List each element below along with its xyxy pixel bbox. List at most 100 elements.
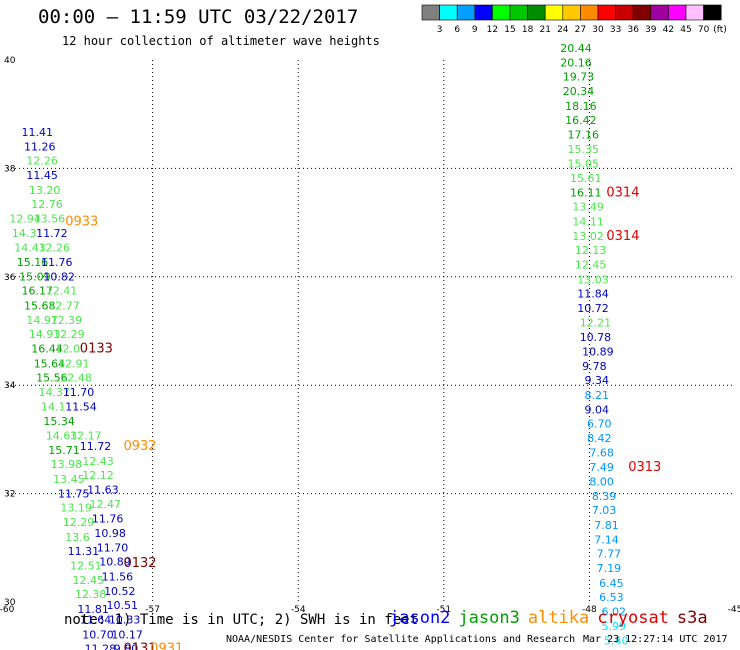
color-scale-swatch [544, 4, 564, 21]
wave-height-value: 8.42 [587, 432, 612, 445]
wave-height-value: 10.70 [82, 628, 114, 641]
color-scale-label: 3 [437, 25, 443, 35]
wave-height-value: 11.28 [85, 642, 117, 650]
color-scale-swatch [650, 4, 669, 21]
wave-height-value: 12.76 [31, 198, 63, 211]
color-scale-swatch [562, 4, 581, 21]
wave-height-value: 8.39 [592, 490, 617, 503]
wave-height-value: 14.93 [29, 328, 61, 341]
wave-height-value: 14.63 [46, 429, 78, 442]
wave-height-value: 15.16 [17, 256, 48, 269]
wave-height-value: 13.45 [53, 473, 85, 486]
page-title: 00:00 – 11:59 UTC 03/22/2017 [38, 6, 359, 28]
wave-height-value: 13.19 [60, 501, 92, 514]
color-scale-label: 24 [557, 25, 569, 35]
color-scale-label: 18 [522, 25, 534, 35]
wave-height-value: 12.47 [90, 498, 122, 511]
wave-height-value: 14.1 [41, 401, 65, 414]
wave-height-value: 7.14 [594, 533, 619, 546]
legend-item-jason3: jason3 [458, 608, 520, 628]
wave-height-value: 12.43 [82, 455, 114, 468]
wave-height-value: 9.78 [582, 360, 607, 373]
wave-height-value: 15.35 [568, 143, 600, 156]
footer-note: note: 1) Time is in UTC; 2) SWH is in fe… [64, 612, 419, 628]
wave-height-value: 16.11 [570, 187, 602, 200]
wave-height-value: 11.64 [80, 614, 112, 627]
wave-height-value: 12.29 [63, 516, 95, 529]
wave-height-value: 16.42 [565, 114, 597, 127]
legend-item-jason2: jason2 [389, 608, 451, 628]
lon-tick-label: -60 [0, 605, 15, 615]
pass-time-label: 0931 [150, 641, 183, 650]
wave-height-value: 11.70 [97, 542, 129, 555]
color-scale-swatch [685, 4, 704, 21]
wave-height-value: 13.02 [572, 230, 604, 243]
wave-height-value: 11.63 [87, 484, 119, 497]
color-scale-swatch [668, 4, 687, 21]
wave-height-value: 13.56 [34, 213, 65, 226]
lat-tick-label: 30 [4, 598, 16, 608]
wave-height-value: 15.09 [19, 271, 50, 284]
map-ticks: -60 -57 -54 -51 -48 -45 40 38 36 34 32 30 [0, 56, 740, 615]
credit-line: NOAA/NESDIS Center for Satellite Applica… [226, 634, 576, 645]
color-scale-swatch [597, 4, 616, 21]
wave-height-value: 8.00 [589, 475, 614, 488]
lon-tick-label: -54 [291, 605, 306, 615]
wave-height-value: 14.11 [572, 215, 604, 228]
wave-height-value: 12.26 [26, 155, 58, 168]
wave-height-value: 10.33 [109, 614, 141, 627]
lat-tick-label: 34 [4, 381, 16, 391]
wave-height-value: 11.45 [26, 169, 58, 182]
wave-height-value: 12.45 [575, 259, 607, 272]
satellite-legend: jason2 jason3 altika cryosat s3a [389, 608, 716, 628]
wave-height-value: 13.6 [65, 531, 90, 544]
wave-height-value: 11.76 [41, 256, 72, 269]
lon-tick-label: -48 [582, 605, 597, 615]
color-scale-label: 45 [680, 25, 691, 35]
wave-height-value: 12.45 [73, 574, 105, 587]
wave-height-value: 7.49 [589, 461, 614, 474]
pass-time-label: 0313 [628, 460, 661, 475]
wave-height-value: 12.39 [51, 314, 83, 327]
generated-timestamp: Mar 23 12:27:14 UTC 2017 [583, 634, 728, 645]
color-scale-swatch [527, 4, 546, 21]
wave-height-value: 12.77 [48, 299, 80, 312]
wave-height-value: 10.89 [99, 556, 131, 569]
wave-height-value: 7.77 [597, 548, 622, 561]
wave-height-value: 13.03 [577, 273, 609, 286]
wave-height-value: 13.20 [29, 184, 61, 197]
color-scale-swatch [632, 4, 652, 21]
color-scale-label: 33 [610, 25, 621, 35]
color-scale-label: 15 [504, 25, 515, 35]
wave-height-value: 6.53 [599, 591, 624, 604]
color-scale-label: 42 [663, 25, 674, 35]
wave-height-value: 6.02 [602, 606, 627, 619]
color-scale-label: 9 [472, 25, 478, 35]
wave-height-value: 7.68 [589, 447, 614, 460]
wave-height-value: 13.98 [51, 458, 83, 471]
wave-height-value: 14.97 [26, 314, 58, 327]
wave-height-value: 5.40 [604, 634, 629, 647]
color-scale-label: 36 [627, 25, 639, 35]
wave-height-value: 9.34 [585, 374, 610, 387]
wave-height-value: 10.98 [94, 527, 126, 540]
wave-height-value: 15.34 [43, 415, 75, 428]
lat-tick-label: 38 [4, 164, 16, 174]
color-scale-swatch [439, 4, 458, 21]
color-scale-swatch [580, 4, 599, 21]
wave-height-value: 9.80 [114, 642, 139, 650]
wave-height-value: 7.19 [597, 562, 622, 575]
color-scale-unit: (ft) [713, 25, 727, 35]
wave-height-value: 20.44 [560, 42, 592, 55]
wave-height-value: 10.78 [580, 331, 612, 344]
color-scale-swatch [474, 4, 493, 21]
wave-height-value: 9.04 [585, 403, 610, 416]
wave-height-value: 11.70 [63, 386, 95, 399]
wave-height-value: 5.99 [602, 620, 627, 633]
wave-height-value: 16.17 [22, 285, 53, 298]
lon-tick-label: -45 [728, 605, 740, 615]
wave-height-value: 11.56 [102, 570, 134, 583]
lat-tick-label: 32 [4, 490, 15, 500]
color-scale-swatch [456, 4, 476, 21]
legend-item-cryosat: cryosat [597, 608, 669, 628]
